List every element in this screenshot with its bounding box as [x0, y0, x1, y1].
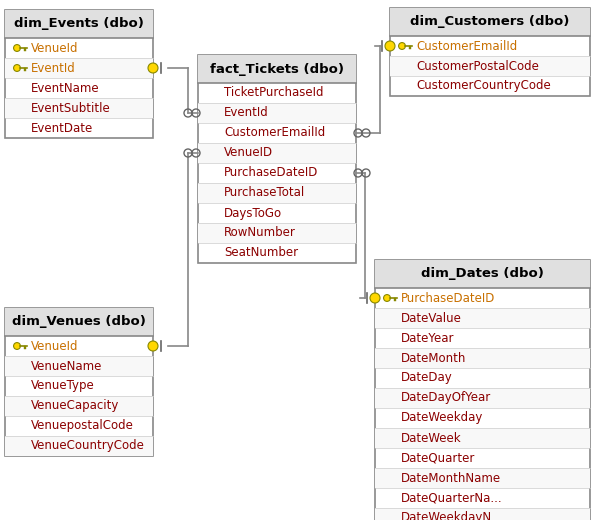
- Circle shape: [370, 293, 380, 303]
- Text: DaysToGo: DaysToGo: [224, 206, 282, 219]
- Text: PurchaseDateID: PurchaseDateID: [224, 166, 318, 179]
- Text: dim_Customers (dbo): dim_Customers (dbo): [410, 16, 570, 29]
- Bar: [5, 396, 153, 416]
- Bar: [5, 356, 153, 376]
- Bar: [198, 223, 356, 243]
- Text: VenueId: VenueId: [31, 340, 78, 353]
- Text: VenueName: VenueName: [31, 359, 102, 372]
- Bar: [5, 98, 153, 118]
- Text: EventDate: EventDate: [31, 122, 93, 135]
- Text: PurchaseDateID: PurchaseDateID: [401, 292, 496, 305]
- Text: DateDayOfYear: DateDayOfYear: [401, 392, 491, 405]
- Text: SeatNumber: SeatNumber: [224, 246, 298, 259]
- Text: EventId: EventId: [31, 61, 76, 74]
- Text: VenueID: VenueID: [224, 147, 273, 160]
- Text: DateWeekday: DateWeekday: [401, 411, 484, 424]
- Bar: [198, 183, 356, 203]
- Bar: [5, 308, 153, 336]
- Text: VenueType: VenueType: [31, 380, 95, 393]
- Text: VenuepostalCode: VenuepostalCode: [31, 420, 134, 433]
- Text: DateMonth: DateMonth: [401, 352, 466, 365]
- Text: CustomerCountryCode: CustomerCountryCode: [416, 80, 551, 93]
- Bar: [375, 388, 590, 408]
- Bar: [390, 8, 590, 96]
- Text: DateDay: DateDay: [401, 371, 453, 384]
- Bar: [375, 428, 590, 448]
- Bar: [375, 348, 590, 368]
- Bar: [5, 58, 153, 78]
- Bar: [5, 10, 153, 38]
- Text: DateYear: DateYear: [401, 332, 454, 344]
- Circle shape: [384, 294, 390, 302]
- Text: CustomerPostalCode: CustomerPostalCode: [416, 59, 539, 72]
- Text: RowNumber: RowNumber: [224, 227, 296, 240]
- Bar: [375, 260, 590, 520]
- Bar: [198, 103, 356, 123]
- Text: dim_Dates (dbo): dim_Dates (dbo): [421, 267, 544, 280]
- Text: EventName: EventName: [31, 82, 100, 95]
- Bar: [390, 56, 590, 76]
- Text: EventId: EventId: [224, 107, 269, 120]
- Text: fact_Tickets (dbo): fact_Tickets (dbo): [210, 62, 344, 75]
- Circle shape: [148, 63, 158, 73]
- Text: PurchaseTotal: PurchaseTotal: [224, 187, 305, 200]
- Text: EventSubtitle: EventSubtitle: [31, 101, 111, 114]
- Circle shape: [385, 41, 395, 51]
- Circle shape: [14, 64, 20, 71]
- Text: VenueCountryCode: VenueCountryCode: [31, 439, 145, 452]
- Bar: [375, 308, 590, 328]
- Text: DateValue: DateValue: [401, 311, 462, 324]
- Text: DateWeekdayN...: DateWeekdayN...: [401, 512, 503, 520]
- Bar: [375, 260, 590, 288]
- Circle shape: [14, 45, 20, 51]
- Text: DateMonthName: DateMonthName: [401, 472, 501, 485]
- Text: DateWeek: DateWeek: [401, 432, 461, 445]
- Text: DateQuarterNa...: DateQuarterNa...: [401, 491, 503, 504]
- Text: dim_Events (dbo): dim_Events (dbo): [14, 18, 144, 31]
- Text: VenueId: VenueId: [31, 42, 78, 55]
- Text: dim_Venues (dbo): dim_Venues (dbo): [12, 316, 146, 329]
- Bar: [5, 10, 153, 138]
- Circle shape: [14, 343, 20, 349]
- Bar: [390, 8, 590, 36]
- Bar: [198, 55, 356, 83]
- Text: TicketPurchaseId: TicketPurchaseId: [224, 86, 324, 99]
- Bar: [375, 468, 590, 488]
- Circle shape: [148, 341, 158, 351]
- Text: CustomerEmailId: CustomerEmailId: [416, 40, 517, 53]
- Text: DateQuarter: DateQuarter: [401, 451, 475, 464]
- Circle shape: [399, 43, 405, 49]
- Text: VenueCapacity: VenueCapacity: [31, 399, 119, 412]
- Bar: [5, 436, 153, 456]
- Bar: [375, 508, 590, 520]
- Bar: [198, 143, 356, 163]
- Text: CustomerEmailId: CustomerEmailId: [224, 126, 325, 139]
- Bar: [198, 55, 356, 263]
- Bar: [5, 308, 153, 456]
